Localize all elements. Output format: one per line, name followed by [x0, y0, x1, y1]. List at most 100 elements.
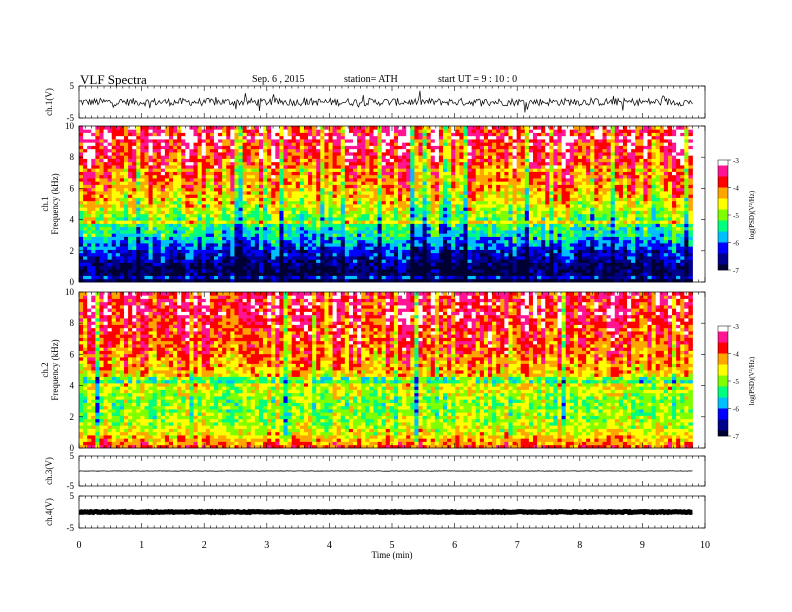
spectrogram-cell: [537, 210, 542, 215]
spectrogram-cell: [173, 204, 178, 208]
spectrogram-cell: [549, 213, 554, 218]
spectrogram-cell: [87, 259, 92, 263]
spectrogram-cell: [524, 249, 530, 254]
spectrogram-cell: [451, 249, 456, 254]
spectrogram-cell: [115, 236, 121, 241]
spectrogram-cell: [79, 269, 84, 273]
spectrogram-cell: [459, 262, 464, 267]
spectrogram-cell: [173, 230, 178, 234]
spectrogram-cell: [496, 226, 501, 231]
spectrogram-cell: [680, 223, 685, 228]
spectrogram-cell: [577, 220, 583, 224]
spectrogram-cell: [377, 249, 383, 254]
spectrogram-cell: [663, 207, 669, 211]
spectrogram-cell: [676, 187, 681, 192]
spectrogram-cell: [553, 200, 558, 205]
spectrogram-cell: [438, 265, 444, 270]
spectrogram-cell: [512, 236, 518, 241]
spectrogram-cell: [136, 246, 141, 250]
spectrogram-cell: [373, 191, 378, 195]
spectrogram-cell: [160, 278, 166, 283]
spectrogram-cell: [185, 236, 190, 241]
spectrogram-cell: [553, 236, 558, 241]
spectrogram-cell: [667, 236, 673, 241]
spectrogram-cell: [430, 239, 436, 244]
spectrogram-cell: [667, 217, 673, 221]
spectrogram-cell: [250, 256, 256, 260]
spectrogram-cell: [483, 204, 489, 208]
spectrogram-cell: [602, 200, 607, 205]
spectrogram-cell: [586, 204, 591, 208]
spectrogram-cell: [344, 256, 350, 260]
spectrogram-cell: [614, 246, 620, 250]
spectrogram-cell: [655, 236, 661, 241]
spectrogram-cell: [610, 197, 616, 202]
spectrogram-cell: [618, 269, 624, 273]
spectrogram-cell: [332, 178, 338, 182]
spectrogram-cell: [340, 272, 346, 276]
spectrogram-cell: [361, 243, 366, 247]
spectrogram-cell: [312, 265, 317, 270]
spectrogram-cell: [361, 246, 366, 250]
spectrogram-cell: [369, 191, 374, 195]
spectrogram-cell: [312, 278, 317, 283]
spectrogram-cell: [164, 204, 170, 208]
spectrogram-cell: [606, 210, 612, 215]
spectrogram-cell: [132, 233, 137, 237]
spectrogram-cell: [140, 213, 145, 218]
spectrogram-cell: [434, 223, 440, 228]
spectrogram-cell: [168, 278, 174, 283]
spectrogram-cell: [684, 187, 689, 192]
spectrogram-cell: [148, 275, 154, 280]
spectrogram-cell: [148, 256, 154, 260]
spectrogram-cell: [451, 181, 456, 185]
spectrogram-cell: [218, 246, 223, 250]
spectrogram-cell: [577, 259, 583, 263]
spectrogram-cell: [618, 256, 624, 260]
spectrogram-cell: [451, 239, 456, 244]
spectrogram-cell: [79, 210, 84, 215]
spectrogram-cell: [275, 230, 280, 234]
spectrogram-cell: [193, 187, 199, 192]
spectrogram-cell: [226, 249, 231, 254]
spectrogram-cell: [177, 213, 182, 218]
spectrogram-cell: [672, 181, 677, 185]
spectrogram-cell: [606, 256, 612, 260]
spectrogram-cell: [635, 217, 640, 221]
spectrogram-cell: [320, 184, 325, 189]
spectrogram-cell: [647, 181, 652, 185]
spectrogram-cell: [586, 217, 591, 221]
spectrogram-cell: [635, 243, 640, 247]
spectrogram-cell: [635, 181, 640, 185]
spectrogram-cell: [348, 249, 354, 254]
spectrogram-cell: [230, 269, 235, 273]
spectrogram-cell: [569, 239, 575, 244]
spectrogram-cell: [426, 233, 432, 237]
spectrogram-cell: [168, 249, 174, 254]
spectrogram-cell: [672, 184, 677, 189]
spectrogram-cell: [443, 187, 448, 192]
spectrogram-cell: [447, 200, 452, 205]
spectrogram-cell: [320, 223, 325, 228]
spectrogram-cell: [492, 236, 497, 241]
spectrogram-cell: [119, 226, 125, 231]
spectrogram-cell: [119, 197, 125, 202]
spectrogram-cell: [569, 217, 575, 221]
spectrogram-cell: [569, 256, 575, 260]
spectrogram-cell: [463, 269, 468, 273]
spectrogram-cell: [263, 178, 268, 182]
spectrogram-cell: [242, 246, 248, 250]
spectrogram-cell: [79, 220, 84, 224]
spectrogram-cell: [430, 262, 436, 267]
spectrogram-cell: [676, 262, 681, 267]
spectrogram-cell: [537, 213, 542, 218]
spectrogram-cell: [119, 259, 125, 263]
spectrogram-cell: [263, 184, 268, 189]
spectrogram-cell: [602, 226, 607, 231]
spectrogram-cell: [606, 239, 612, 244]
spectrogram-cell: [410, 256, 415, 260]
spectrogram-cell: [132, 243, 137, 247]
spectrogram-cell: [508, 200, 513, 205]
spectrogram-cell: [639, 278, 644, 283]
spectrogram-cell: [119, 207, 125, 211]
